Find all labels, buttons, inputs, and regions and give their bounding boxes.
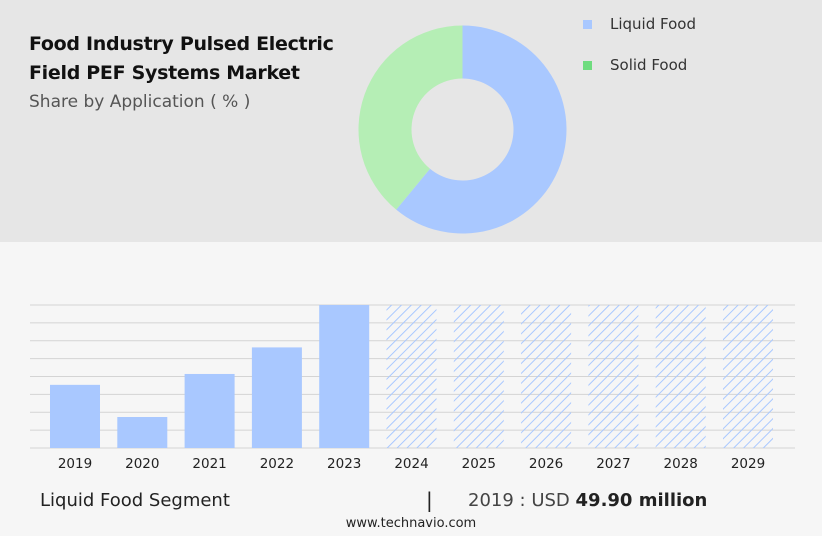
segment-value: 2019 : USD 49.90 million [468,490,707,511]
bar-2025-forecast [453,305,504,448]
bar-2028-forecast [655,305,706,448]
bar-2024-forecast [386,305,437,448]
segment-year-prefix: 2019 : USD [468,490,570,511]
x-tick-label: 2023 [327,456,361,472]
chart-title: Food Industry Pulsed Electric Field PEF … [29,33,334,84]
x-tick-label: 2020 [125,456,159,472]
x-tick-label: 2024 [394,456,428,472]
legend-label-liquid-food: Liquid Food [610,15,696,33]
x-tick-label: 2021 [192,456,226,472]
donut-slice-solid-food [358,25,463,210]
bar-2027-forecast [588,305,639,448]
bar-2020 [117,416,168,448]
segment-label: Liquid Food Segment [40,490,230,511]
x-tick-label: 2027 [596,456,630,472]
x-tick-label: 2025 [462,456,496,472]
bar-2029-forecast [723,305,773,448]
x-tick-label: 2022 [260,456,294,472]
bar-2026-forecast [521,305,572,448]
segment-value-amount: 49.90 million [575,490,708,511]
donut-slice-liquid-food [396,25,567,234]
x-tick-label: 2019 [58,456,92,472]
bar-2019 [50,384,100,448]
footer-divider: | [426,488,433,512]
x-tick-label: 2028 [664,456,698,472]
x-tick-label: 2029 [731,456,765,472]
x-tick-label: 2026 [529,456,563,472]
donut-chart [358,25,567,234]
legend-label-solid-food: Solid Food [610,56,688,74]
legend-swatch-solid-food [583,61,592,70]
bar-2022 [251,347,302,448]
bar-chart: 2019 2020 2021 2022 2023 2024 2025 2026 2027 2028… [30,304,795,472]
legend-swatch-liquid-food [583,20,592,29]
bar-2021 [184,373,235,448]
chart-subtitle: Share by Application ( % ) [29,92,251,112]
website-url[interactable]: www.technavio.com [345,516,477,531]
bar-2023 [319,305,370,448]
